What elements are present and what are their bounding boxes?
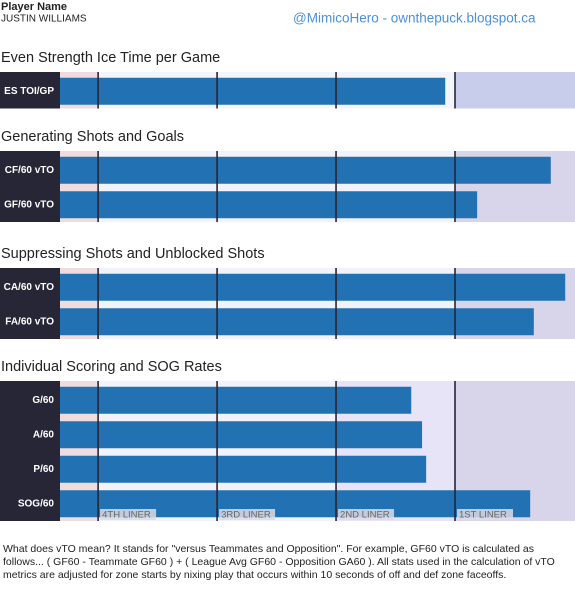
row-label: ES TOI/GP bbox=[4, 86, 54, 97]
footnote: What does vTO mean? It stands for "versu… bbox=[3, 543, 555, 581]
row-label: SOG/60 bbox=[18, 498, 55, 509]
bar bbox=[60, 455, 427, 483]
panel-title: Generating Shots and Goals bbox=[1, 129, 184, 145]
player-name: JUSTIN WILLIAMS bbox=[1, 14, 87, 25]
row-label: CF/60 vTO bbox=[5, 165, 54, 176]
panel-title: Suppressing Shots and Unblocked Shots bbox=[1, 246, 265, 262]
label-column bbox=[0, 381, 60, 521]
row-label: CA/60 vTO bbox=[4, 282, 55, 293]
chart: Player Name JUSTIN WILLIAMS @MimicoHero … bbox=[0, 1, 575, 521]
tier-label: 4TH LINER bbox=[102, 510, 151, 521]
tier-label-bg bbox=[338, 509, 395, 520]
bar bbox=[60, 273, 566, 301]
credit: @MimicoHero - ownthepuck.blogspot.ca bbox=[293, 11, 536, 26]
row-label: P/60 bbox=[33, 464, 54, 475]
zone-top bbox=[455, 72, 575, 109]
row-label: A/60 bbox=[33, 429, 55, 440]
row-label: G/60 bbox=[32, 395, 54, 406]
bar bbox=[60, 191, 478, 219]
label-column bbox=[0, 72, 60, 109]
header-label: Player Name bbox=[1, 1, 67, 13]
panel-title: Individual Scoring and SOG Rates bbox=[1, 359, 222, 375]
tier-label: 3RD LINER bbox=[221, 510, 271, 521]
tier-label: 2ND LINER bbox=[340, 510, 390, 521]
tier-label-bg bbox=[100, 509, 157, 520]
bar bbox=[60, 386, 412, 414]
tier-label-bg bbox=[219, 509, 276, 520]
tier-label: 1ST LINER bbox=[459, 510, 507, 521]
bar bbox=[60, 156, 551, 184]
label-column bbox=[0, 151, 60, 222]
row-label: GF/60 vTO bbox=[4, 199, 54, 210]
bar bbox=[60, 77, 446, 105]
row-label: FA/60 vTO bbox=[5, 316, 54, 327]
bar bbox=[60, 421, 423, 449]
bar bbox=[60, 308, 534, 336]
panel-title: Even Strength Ice Time per Game bbox=[1, 50, 220, 66]
label-column bbox=[0, 268, 60, 339]
tier-label-bg bbox=[457, 509, 514, 520]
